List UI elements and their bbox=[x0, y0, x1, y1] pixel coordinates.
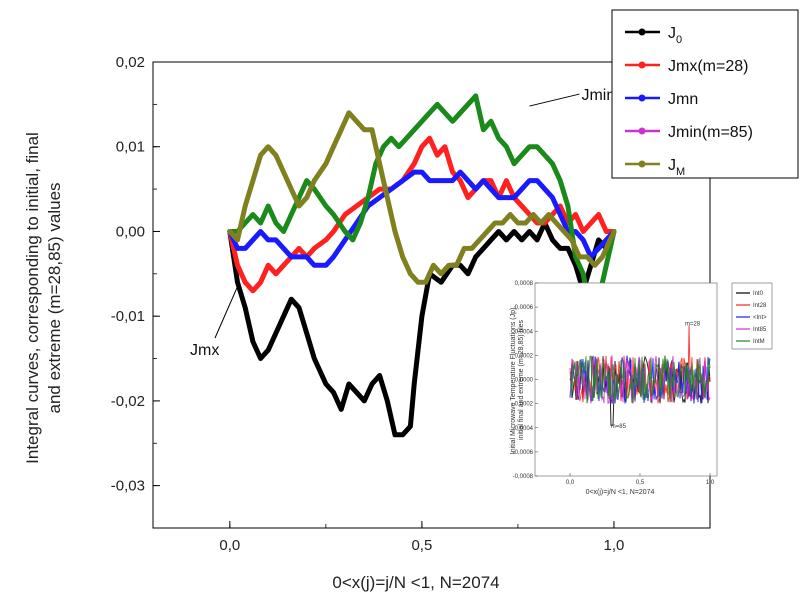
series-line bbox=[227, 93, 617, 319]
inset-y-tick-label: 0,0008 bbox=[515, 281, 534, 287]
y-tick-label: -0,03 bbox=[111, 478, 145, 495]
y-axis-title-line2: and extreme (m=28,85) values bbox=[45, 182, 64, 413]
y-tick-label: 0,00 bbox=[116, 223, 145, 240]
inset-y-tick-label: 0,0006 bbox=[515, 305, 534, 311]
legend-label: Jmn bbox=[668, 91, 698, 108]
annotations: Jmin Jmx bbox=[190, 87, 615, 359]
inset-x-tick-label: 0,0 bbox=[566, 480, 575, 486]
inset-legend-box bbox=[731, 282, 773, 350]
legend-label: Jmx(m=28) bbox=[668, 58, 748, 75]
inset-y-tick-label: -0,0004 bbox=[513, 426, 534, 432]
series-line bbox=[227, 169, 617, 268]
inset-annotation: m=28 bbox=[685, 322, 701, 328]
annotation-label: Jmx bbox=[190, 342, 219, 359]
inset-y-tick-label: -0,0002 bbox=[513, 402, 534, 408]
inset-legend-label: <Int> bbox=[753, 315, 767, 321]
inset-legend-label: IntM bbox=[753, 339, 765, 345]
inset-x-tick-label: 1,0 bbox=[706, 480, 715, 486]
y-tick-label: 0,01 bbox=[116, 139, 145, 156]
inset-y-tick-label: -0,0008 bbox=[513, 474, 534, 480]
inset-y-axis: 0,0008 0,0006 0,0004 0,0002 0,0000 -0,0002 -0,… bbox=[513, 281, 538, 480]
inset-annotations: m=28 m=85 bbox=[611, 322, 701, 431]
inset-x-axis: 0,0 0,5 1,0 bbox=[566, 473, 715, 486]
x-axis-title: 0<x(j)=j/N <1, N=2074 bbox=[332, 573, 499, 592]
annotation-arrow bbox=[529, 93, 580, 107]
annotation-label: Jmin bbox=[581, 87, 615, 104]
y-tick-label: -0,01 bbox=[111, 308, 145, 325]
inset-y-tick-label: 0,0004 bbox=[515, 329, 534, 335]
legend-swatch-marker bbox=[638, 94, 646, 102]
legend-swatch-marker bbox=[638, 127, 646, 135]
inset-legend-label: Int28 bbox=[753, 303, 767, 309]
inset-plot: 0,0008 0,0006 0,0004 0,0002 0,0000 -0,0002 -0,… bbox=[510, 281, 773, 496]
x-tick-label: 0,0 bbox=[219, 537, 240, 554]
legend-swatch-marker bbox=[638, 160, 646, 168]
inset-legend-label: Int0 bbox=[753, 291, 764, 297]
x-axis: 0,0 0,5 1,0 bbox=[219, 521, 711, 554]
legend-subscript: 0 bbox=[676, 34, 682, 46]
series-group bbox=[227, 93, 617, 438]
inset-x-tick-label: 0,5 bbox=[636, 480, 645, 486]
legend-box bbox=[611, 9, 799, 179]
inset-y-tick-label: -0,0006 bbox=[513, 450, 534, 456]
inset-y-title-line1: Initial Microwave Temperature Fluctuatio… bbox=[510, 306, 517, 455]
legend-swatch-marker bbox=[638, 61, 646, 69]
y-axis-title-line1: Integral curves, corresponding to initia… bbox=[23, 132, 42, 464]
series-line bbox=[227, 110, 617, 285]
inset-legend-label: Int85 bbox=[753, 327, 767, 333]
legend-subscript: M bbox=[676, 166, 685, 178]
annotation-arrow bbox=[214, 286, 238, 339]
x-tick-label: 0,5 bbox=[411, 537, 432, 554]
y-axis: 0,02 0,01 0,00 -0,01 -0,02 -0,03 bbox=[111, 54, 160, 529]
y-tick-label: 0,02 bbox=[116, 54, 145, 71]
y-tick-label: -0,02 bbox=[111, 393, 145, 410]
inset-series-line bbox=[569, 355, 711, 404]
legend-swatch-marker bbox=[638, 28, 646, 36]
inset-y-title-line2: initial final and extreme (m=28,85) file… bbox=[518, 319, 525, 440]
inset-x-title: 0<x(j)=j/N <1, N=2074 bbox=[586, 489, 655, 496]
inset-legend: Int0 Int28 <Int> Int85 IntM bbox=[731, 282, 773, 350]
inset-y-tick-label: 0,0002 bbox=[515, 353, 534, 359]
x-tick-label: 1,0 bbox=[604, 537, 625, 554]
series-line bbox=[227, 220, 617, 438]
inset-y-tick-label: 0,0000 bbox=[515, 378, 534, 384]
legend-label: Jmin(m=85) bbox=[668, 124, 753, 141]
series-line bbox=[227, 135, 617, 294]
main-plot: 0,02 0,01 0,00 -0,01 -0,02 -0,03 0,0 0,5 1,0 0<… bbox=[23, 54, 711, 592]
inset-series-group bbox=[569, 325, 711, 426]
inset-annotation: m=85 bbox=[611, 424, 627, 430]
